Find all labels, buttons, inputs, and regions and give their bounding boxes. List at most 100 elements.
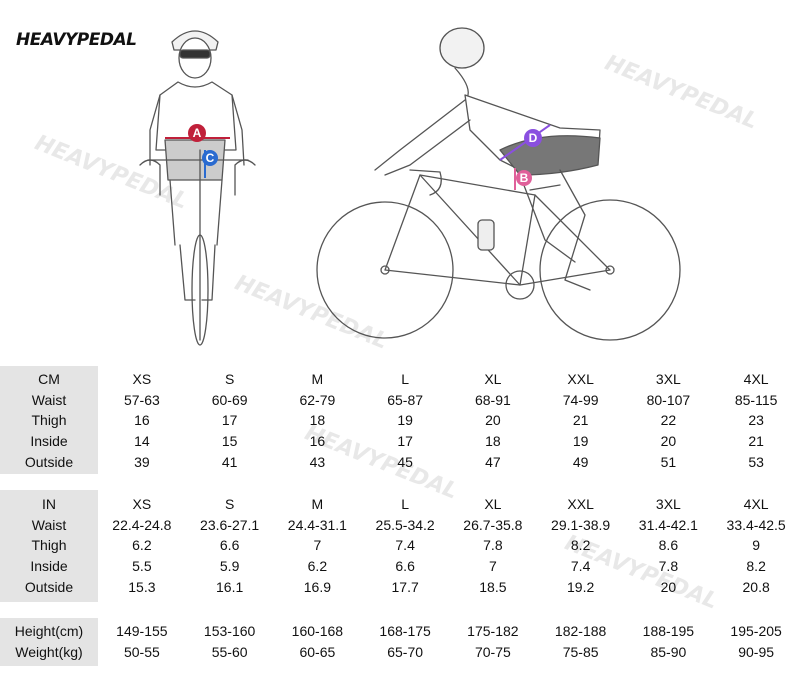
table-cell: 45 bbox=[397, 453, 413, 470]
table-cell: 55-60 bbox=[211, 643, 248, 660]
body-size-table: Height(cm) 149-155 153-160 160-168 168-1… bbox=[0, 621, 800, 662]
label-column-bg bbox=[0, 366, 98, 474]
table-cell: 60-69 bbox=[211, 391, 248, 408]
marker-c-label: C bbox=[206, 151, 215, 165]
row-label: Outside bbox=[24, 578, 74, 595]
side-view-cyclist bbox=[316, 27, 681, 341]
table-row: Thigh 16 17 18 19 20 21 22 23 bbox=[0, 410, 800, 431]
size-header: S bbox=[224, 496, 235, 513]
table-cell: 17 bbox=[221, 412, 238, 429]
table-cell: 90-95 bbox=[738, 643, 775, 660]
table-cell: 5.9 bbox=[219, 558, 240, 575]
table-cell: 22.4-24.8 bbox=[112, 516, 172, 533]
table-cell: 8.2 bbox=[570, 537, 591, 554]
size-header: 3XL bbox=[655, 371, 681, 388]
table-cell: 175-182 bbox=[467, 623, 519, 640]
size-header: S bbox=[224, 371, 235, 388]
cm-size-table: CM XS S M L XL XXL 3XL 4XL Waist 57-63 6… bbox=[0, 369, 800, 472]
label-column-bg bbox=[0, 618, 98, 666]
table-cell: 20 bbox=[660, 578, 677, 595]
table-cell: 33.4-42.5 bbox=[726, 516, 786, 533]
marker-d-label: D bbox=[529, 131, 538, 145]
table-cell: 85-90 bbox=[650, 643, 687, 660]
table-cell: 62-79 bbox=[299, 391, 336, 408]
cyclist-illustration: A C D B bbox=[139, 27, 681, 346]
table-cell: 20 bbox=[485, 412, 501, 429]
table-cell: 17 bbox=[397, 433, 413, 450]
table-cell: 22 bbox=[660, 412, 677, 429]
row-label: Waist bbox=[31, 391, 67, 408]
table-cell: 68-91 bbox=[474, 391, 511, 408]
table-cell: 65-87 bbox=[387, 391, 424, 408]
brand-logo: HEAVYPEDAL bbox=[16, 30, 137, 50]
table-row: Height(cm) 149-155 153-160 160-168 168-1… bbox=[0, 621, 800, 642]
size-header: M bbox=[311, 496, 324, 513]
size-header: XL bbox=[484, 496, 502, 513]
table-cell: 8.2 bbox=[746, 558, 766, 575]
size-header: L bbox=[401, 371, 410, 388]
table-row: Waist 22.4-24.8 23.6-27.1 24.4-31.1 25.5… bbox=[0, 515, 800, 536]
marker-b bbox=[516, 170, 532, 186]
table-cell: 6.2 bbox=[307, 558, 328, 575]
table-cell: 160-168 bbox=[291, 623, 344, 640]
table-cell: 51 bbox=[660, 453, 677, 470]
table-cell: 168-175 bbox=[379, 623, 431, 640]
table-cell: 6.2 bbox=[132, 537, 152, 554]
row-label: Outside bbox=[24, 453, 74, 470]
table-cell: 43 bbox=[309, 453, 326, 470]
table-cell: 16 bbox=[309, 433, 326, 450]
table-cell: 18 bbox=[485, 433, 501, 450]
table-cell: 20.8 bbox=[742, 578, 770, 595]
table-cell: 70-75 bbox=[474, 643, 511, 660]
table-row: Waist 57-63 60-69 62-79 65-87 68-91 74-9… bbox=[0, 390, 800, 411]
marker-a-label: A bbox=[193, 126, 202, 140]
table-header-row: CM XS S M L XL XXL 3XL 4XL bbox=[0, 369, 800, 390]
table-cell: 39 bbox=[134, 453, 150, 470]
front-view-cyclist bbox=[139, 30, 256, 346]
size-header: 4XL bbox=[743, 371, 769, 388]
table-cell: 23 bbox=[748, 412, 764, 429]
size-header: XL bbox=[484, 371, 502, 388]
table-cell: 23.6-27.1 bbox=[200, 516, 260, 533]
row-label: Weight(kg) bbox=[15, 643, 83, 660]
table-cell: 29.1-38.9 bbox=[551, 516, 611, 533]
table-cell: 6.6 bbox=[395, 558, 415, 575]
table-header-row: IN XS S M L XL XXL 3XL 4XL bbox=[0, 494, 800, 515]
table-row: Outside 39 41 43 45 47 49 51 53 bbox=[0, 451, 800, 472]
table-cell: 7.4 bbox=[395, 537, 415, 554]
table-cell: 16.9 bbox=[303, 578, 331, 595]
table-cell: 20 bbox=[660, 433, 677, 450]
table-cell: 188-195 bbox=[642, 623, 695, 640]
marker-d bbox=[524, 129, 542, 147]
table-cell: 21 bbox=[748, 433, 764, 450]
table-cell: 195-205 bbox=[730, 623, 782, 640]
table-cell: 21 bbox=[572, 412, 589, 429]
table-cell: 18.5 bbox=[479, 578, 507, 595]
table-cell: 182-188 bbox=[554, 623, 607, 640]
row-label: Inside bbox=[30, 433, 68, 450]
size-header: XXL bbox=[567, 371, 594, 388]
row-label: Thigh bbox=[31, 412, 67, 429]
table-cell: 47 bbox=[485, 453, 501, 470]
table-cell: 149-155 bbox=[116, 623, 168, 640]
table-cell: 6.6 bbox=[219, 537, 240, 554]
size-header: XS bbox=[132, 496, 152, 513]
marker-c bbox=[202, 150, 218, 166]
table-cell: 7.8 bbox=[483, 537, 503, 554]
table-cell: 15.3 bbox=[128, 578, 156, 595]
size-header: XXL bbox=[567, 496, 594, 513]
table-cell: 9 bbox=[752, 537, 761, 554]
table-cell: 15 bbox=[221, 433, 238, 450]
table-cell: 60-65 bbox=[299, 643, 336, 660]
table-cell: 7.8 bbox=[658, 558, 679, 575]
table-cell: 16.1 bbox=[216, 578, 244, 595]
row-label: Height(cm) bbox=[14, 623, 84, 640]
size-header: 4XL bbox=[743, 496, 769, 513]
table-cell: 25.5-34.2 bbox=[375, 516, 435, 533]
table-row: Weight(kg) 50-55 55-60 60-65 65-70 70-75… bbox=[0, 642, 800, 663]
table-cell: 7 bbox=[488, 558, 497, 575]
table-cell: 53 bbox=[748, 453, 764, 470]
table-cell: 74-99 bbox=[562, 391, 599, 408]
table-row: Inside 5.5 5.9 6.2 6.6 7 7.4 7.8 8.2 bbox=[0, 556, 800, 577]
table-cell: 26.7-35.8 bbox=[463, 516, 523, 533]
